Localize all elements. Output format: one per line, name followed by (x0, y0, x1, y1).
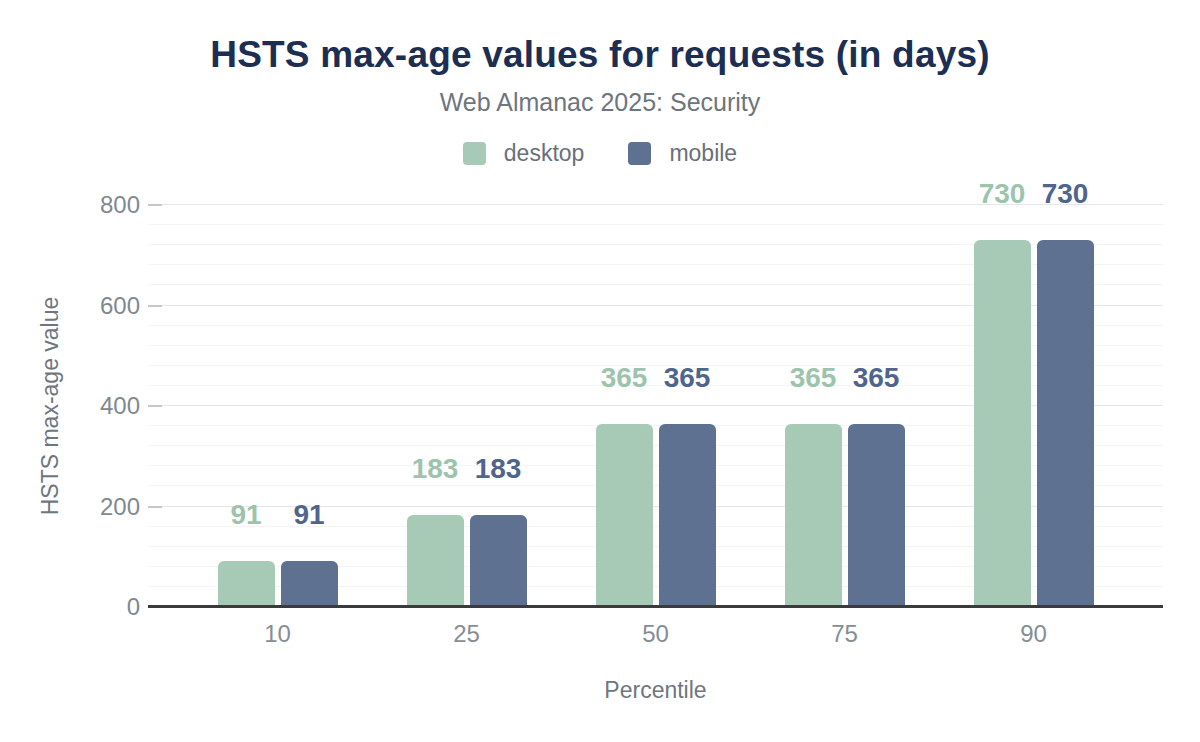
bar-col-mobile-p25: 183 (470, 205, 527, 607)
chart-subtitle: Web Almanac 2025: Security (0, 88, 1200, 117)
chart-title: HSTS max-age values for requests (in day… (0, 34, 1200, 76)
bar-col-mobile-p75: 365 (848, 205, 905, 607)
legend-item-desktop[interactable]: desktop (463, 140, 585, 167)
value-label-mobile-p90: 730 (1042, 180, 1089, 208)
bar-desktop-p25[interactable] (407, 515, 464, 607)
bar-col-mobile-p10: 91 (281, 205, 338, 607)
value-label-mobile-p75: 365 (853, 364, 900, 392)
bar-group-p10: 91 91 (183, 205, 372, 607)
legend-label-mobile: mobile (669, 140, 737, 167)
plot-area: 91 91 183 183 365 365 365 365 730730 (148, 205, 1163, 607)
y-axis-tick-labels: 0200400600800 (0, 205, 140, 607)
value-label-desktop-p25: 183 (412, 455, 459, 483)
bar-group-p25: 183 183 (372, 205, 561, 607)
x-tick-label-10: 10 (183, 620, 372, 648)
x-tick-label-75: 75 (750, 620, 939, 648)
y-tick-label-200: 200 (100, 493, 140, 521)
x-axis-tick-labels: 1025507590 (148, 620, 1163, 648)
x-axis-line (148, 605, 1163, 608)
bar-col-desktop-p10: 91 (218, 205, 275, 607)
bar-desktop-p75[interactable] (785, 424, 842, 607)
bar-desktop-p50[interactable] (596, 424, 653, 607)
bar-group-p90: 730730 (939, 205, 1128, 607)
value-label-desktop-p90: 730 (979, 180, 1026, 208)
bar-col-desktop-p90: 730 (974, 205, 1031, 607)
y-tick-label-800: 800 (100, 191, 140, 219)
bar-mobile-p10[interactable] (281, 561, 338, 607)
value-label-desktop-p50: 365 (601, 364, 648, 392)
chart-canvas: HSTS max-age values for requests (in day… (0, 0, 1200, 742)
x-axis-title: Percentile (148, 677, 1163, 704)
bar-col-mobile-p50: 365 (659, 205, 716, 607)
x-tick-label-25: 25 (372, 620, 561, 648)
bar-desktop-p10[interactable] (218, 561, 275, 607)
legend: desktop mobile (0, 140, 1200, 167)
legend-item-mobile[interactable]: mobile (628, 140, 737, 167)
bar-col-desktop-p25: 183 (407, 205, 464, 607)
bar-group-p75: 365 365 (750, 205, 939, 607)
bar-mobile-p50[interactable] (659, 424, 716, 607)
bar-mobile-p75[interactable] (848, 424, 905, 607)
value-label-mobile-p25: 183 (475, 455, 522, 483)
value-label-desktop-p10: 91 (230, 501, 261, 529)
bar-col-desktop-p50: 365 (596, 205, 653, 607)
bar-col-mobile-p90: 730 (1037, 205, 1094, 607)
y-tick-label-600: 600 (100, 292, 140, 320)
value-label-mobile-p50: 365 (664, 364, 711, 392)
legend-swatch-desktop (463, 142, 486, 165)
y-tick-label-400: 400 (100, 392, 140, 420)
value-label-mobile-p10: 91 (293, 501, 324, 529)
bars-row: 91 91 183 183 365 365 365 365 730730 (148, 205, 1163, 607)
x-tick-label-50: 50 (561, 620, 750, 648)
bar-mobile-p90[interactable] (1037, 240, 1094, 607)
bar-mobile-p25[interactable] (470, 515, 527, 607)
y-tick-label-0: 0 (127, 593, 140, 621)
legend-swatch-mobile (628, 142, 651, 165)
value-label-desktop-p75: 365 (790, 364, 837, 392)
bar-col-desktop-p75: 365 (785, 205, 842, 607)
bar-desktop-p90[interactable] (974, 240, 1031, 607)
bar-group-p50: 365 365 (561, 205, 750, 607)
x-tick-label-90: 90 (939, 620, 1128, 648)
legend-label-desktop: desktop (504, 140, 585, 167)
